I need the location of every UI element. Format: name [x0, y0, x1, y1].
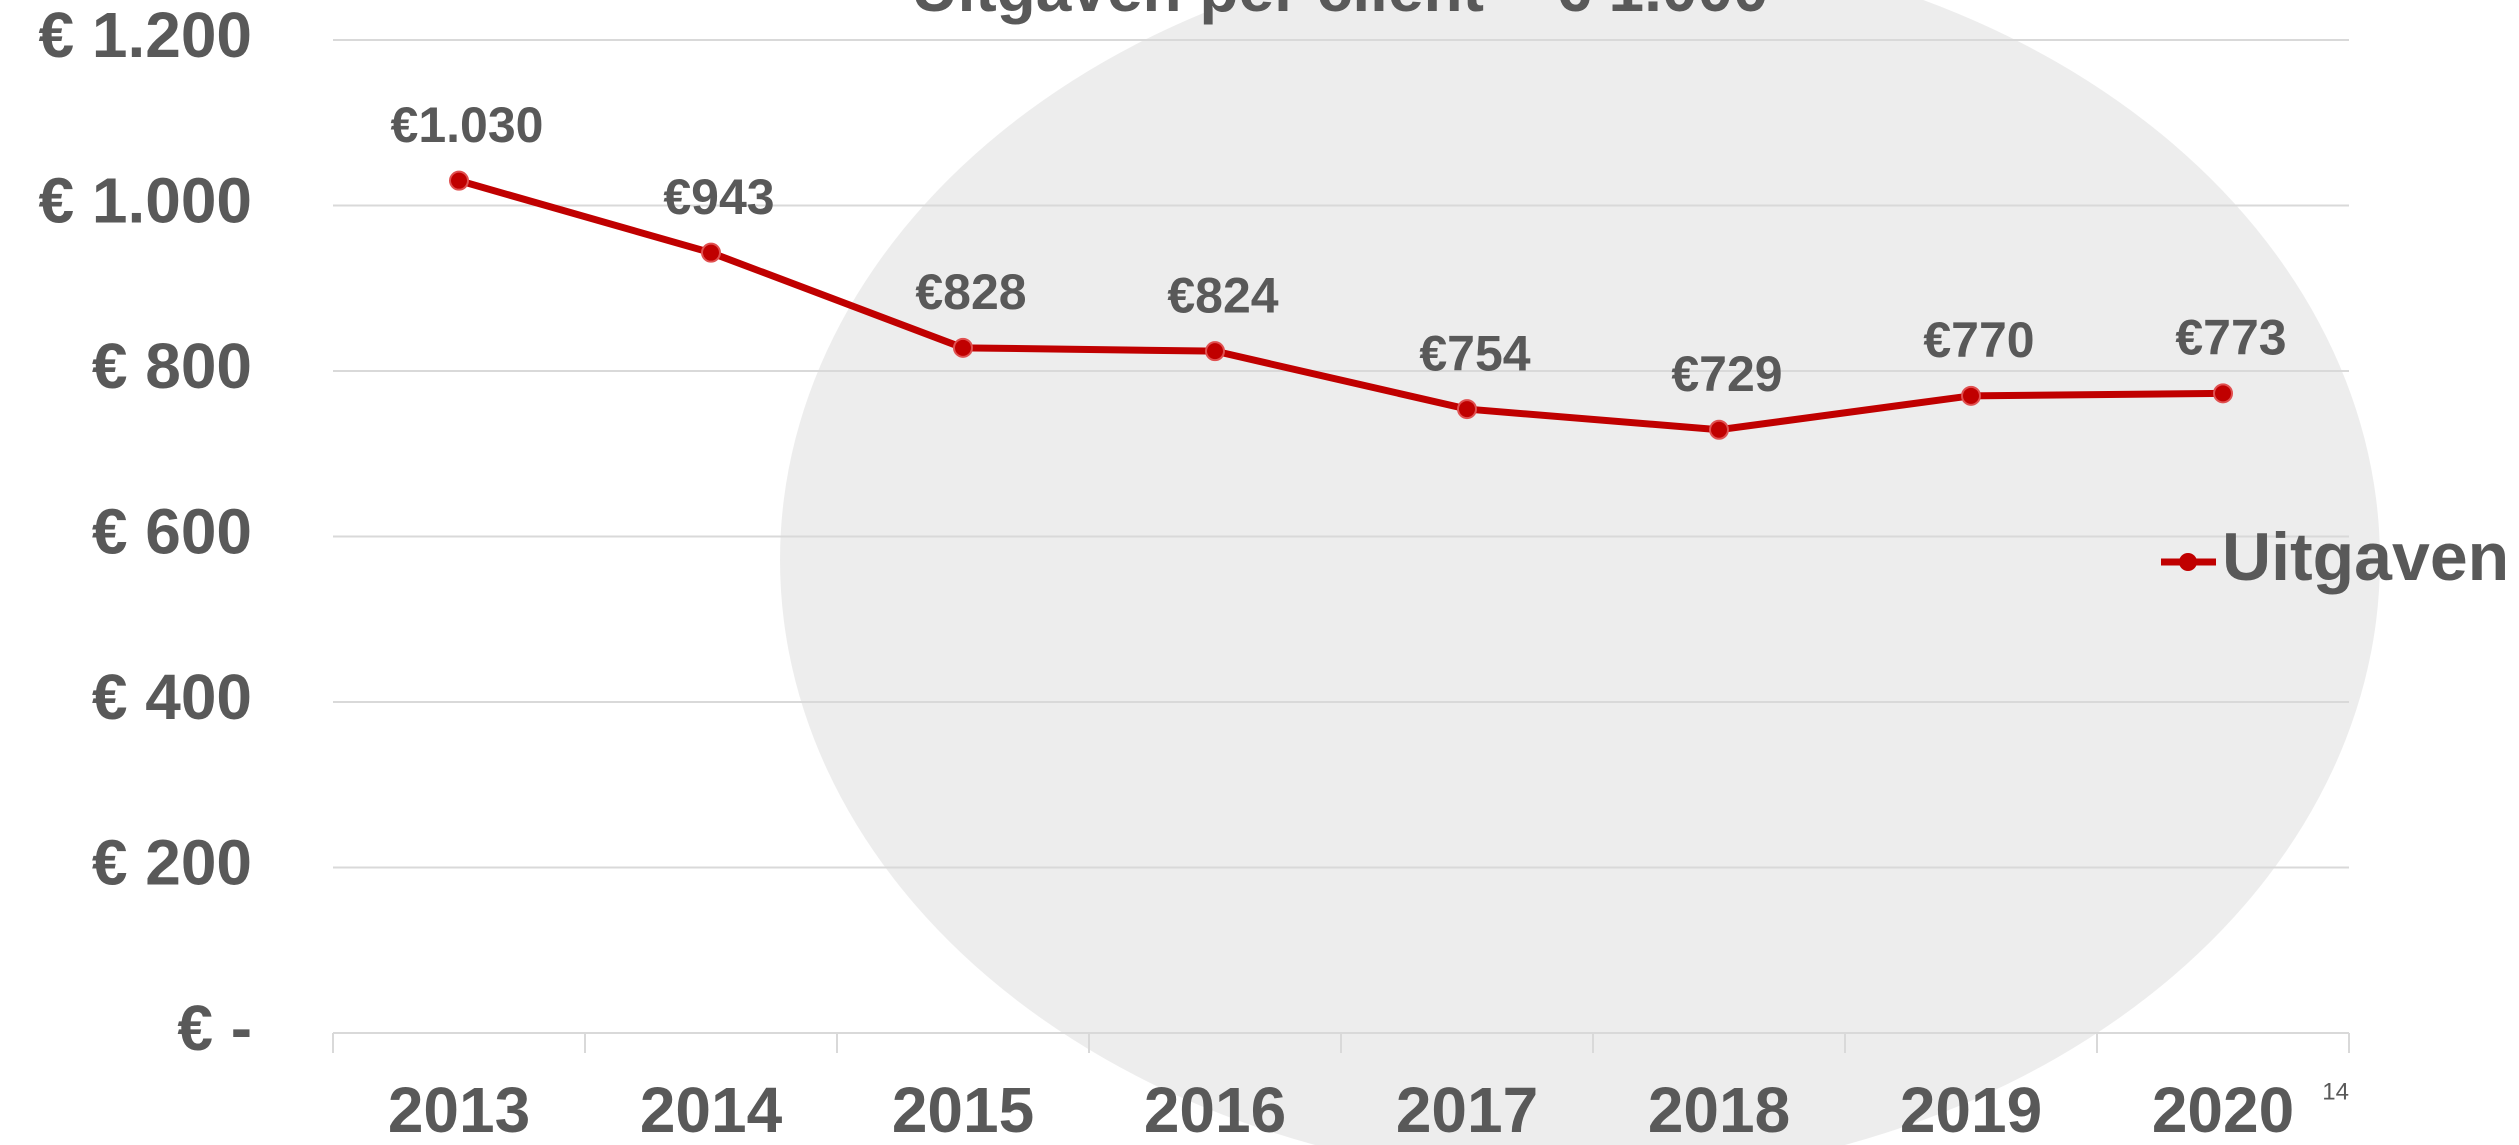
data-label: €729: [1671, 346, 1782, 402]
data-point: [1709, 419, 1729, 440]
series-line: [458, 177, 2224, 434]
y-tick-label: € 1.000: [38, 164, 252, 236]
x-tick-label: 2013: [388, 1074, 530, 1145]
x-tick-label: 2020: [2152, 1074, 2294, 1145]
legend-label: Uitgaven: [2222, 519, 2509, 595]
data-label: €754: [1419, 325, 1530, 381]
data-label: €943: [663, 169, 774, 225]
y-tick-label: € 400: [92, 661, 252, 733]
x-tick-label: 2016: [1144, 1074, 1286, 1145]
y-tick-label: € 800: [92, 330, 252, 402]
y-tick-label: € 600: [92, 495, 252, 567]
x-tick-label: 2014: [640, 1074, 783, 1145]
y-tick-label: € -: [177, 992, 252, 1064]
data-point: [701, 242, 721, 263]
data-label: €1.030: [391, 97, 544, 153]
legend-marker: [2179, 553, 2197, 571]
y-tick-label: € 200: [92, 826, 252, 898]
data-point: [1205, 341, 1225, 362]
x-tick-label: 2017: [1396, 1074, 1538, 1145]
data-point: [953, 337, 973, 358]
data-point: [1961, 385, 1981, 406]
data-label: €824: [1167, 267, 1278, 323]
chart-title: Uitgaven per cliënt – € 1.000: [911, 0, 1768, 25]
data-point: [1457, 399, 1477, 420]
x-tick-label: 2015: [892, 1074, 1034, 1145]
page-number: 14: [2322, 1078, 2349, 1105]
data-label: €828: [915, 264, 1026, 320]
y-tick-label: € 1.200: [38, 0, 252, 71]
watermark: [780, 0, 2380, 1145]
x-tick-label: 2018: [1648, 1074, 1790, 1145]
data-label: €773: [2175, 310, 2286, 366]
data-label: €770: [1923, 312, 2034, 368]
data-point: [2213, 383, 2233, 404]
data-point: [449, 170, 469, 191]
x-tick-label: 2019: [1900, 1074, 2042, 1145]
